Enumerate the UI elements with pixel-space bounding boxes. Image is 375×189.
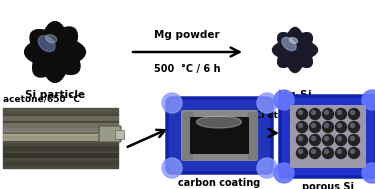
Circle shape	[283, 38, 307, 62]
Circle shape	[324, 136, 328, 140]
Circle shape	[336, 147, 346, 159]
Circle shape	[351, 123, 354, 128]
Circle shape	[298, 136, 303, 140]
Ellipse shape	[38, 36, 55, 52]
Text: 500  °C / 6 h: 500 °C / 6 h	[154, 64, 220, 74]
Text: porous Si: porous Si	[302, 182, 354, 189]
FancyBboxPatch shape	[290, 105, 366, 168]
Circle shape	[348, 122, 360, 132]
Circle shape	[312, 149, 315, 153]
Circle shape	[309, 122, 321, 132]
Circle shape	[338, 123, 342, 128]
Circle shape	[362, 90, 375, 110]
Circle shape	[309, 135, 321, 146]
Bar	[248, 112, 257, 159]
Circle shape	[322, 122, 333, 132]
Circle shape	[336, 122, 346, 132]
Circle shape	[348, 147, 360, 159]
FancyBboxPatch shape	[181, 110, 258, 161]
Ellipse shape	[33, 27, 77, 77]
Ellipse shape	[278, 33, 312, 67]
Bar	[3, 108, 118, 168]
Circle shape	[338, 149, 342, 153]
Circle shape	[274, 163, 294, 183]
Ellipse shape	[30, 30, 80, 74]
Circle shape	[257, 158, 277, 178]
Circle shape	[297, 135, 307, 146]
Circle shape	[324, 123, 328, 128]
Circle shape	[312, 123, 315, 128]
Ellipse shape	[25, 38, 86, 66]
Circle shape	[297, 108, 307, 119]
Circle shape	[162, 93, 182, 113]
Circle shape	[297, 122, 307, 132]
Text: Mg powder: Mg powder	[154, 30, 220, 40]
Circle shape	[338, 111, 342, 115]
Ellipse shape	[273, 40, 318, 60]
Circle shape	[298, 123, 303, 128]
FancyBboxPatch shape	[190, 117, 249, 154]
Circle shape	[274, 90, 294, 110]
Ellipse shape	[290, 37, 297, 43]
Circle shape	[257, 93, 277, 113]
Circle shape	[348, 108, 360, 119]
Ellipse shape	[41, 22, 69, 82]
Circle shape	[312, 111, 315, 115]
Ellipse shape	[196, 116, 242, 128]
Ellipse shape	[285, 28, 305, 73]
Circle shape	[322, 135, 333, 146]
Text: HCl etching: HCl etching	[247, 111, 305, 120]
Circle shape	[322, 147, 333, 159]
FancyBboxPatch shape	[167, 98, 272, 173]
FancyBboxPatch shape	[280, 96, 375, 177]
Circle shape	[298, 111, 303, 115]
Circle shape	[362, 163, 375, 183]
Circle shape	[309, 147, 321, 159]
Circle shape	[297, 147, 307, 159]
Text: carbon coating: carbon coating	[178, 178, 260, 188]
Circle shape	[324, 111, 328, 115]
Circle shape	[322, 108, 333, 119]
Bar	[183, 112, 192, 159]
Text: acetone/650 °C: acetone/650 °C	[3, 95, 80, 104]
Ellipse shape	[278, 33, 312, 67]
Ellipse shape	[46, 35, 57, 43]
Circle shape	[38, 35, 72, 69]
Text: Mg$_2$Si: Mg$_2$Si	[278, 88, 312, 102]
Circle shape	[298, 149, 303, 153]
FancyBboxPatch shape	[99, 126, 121, 142]
Circle shape	[162, 158, 182, 178]
Circle shape	[351, 111, 354, 115]
Circle shape	[309, 108, 321, 119]
Circle shape	[338, 136, 342, 140]
Text: Si particle: Si particle	[25, 90, 85, 100]
Ellipse shape	[282, 37, 296, 51]
Circle shape	[351, 136, 354, 140]
FancyBboxPatch shape	[116, 130, 124, 139]
Circle shape	[348, 135, 360, 146]
Circle shape	[336, 108, 346, 119]
Circle shape	[336, 135, 346, 146]
Circle shape	[351, 149, 354, 153]
Circle shape	[324, 149, 328, 153]
Circle shape	[312, 136, 315, 140]
